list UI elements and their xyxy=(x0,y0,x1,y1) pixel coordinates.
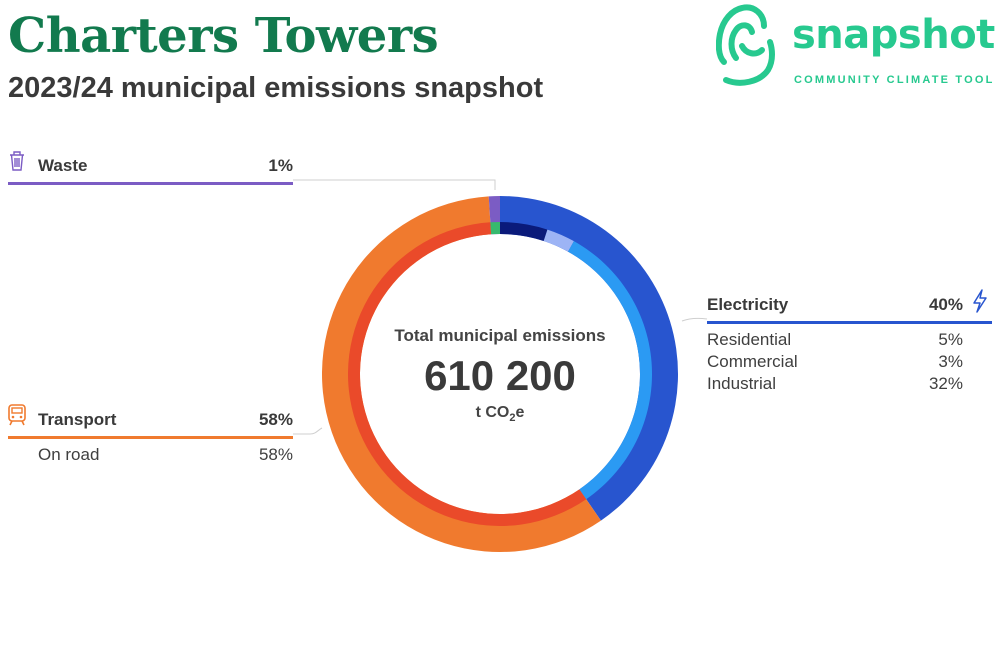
page-title: Charters Towers xyxy=(8,8,439,64)
transport-label: Transport xyxy=(38,410,117,429)
logo-tagline: COMMUNITY CLIMATE TOOL xyxy=(794,74,995,86)
waste-category: Waste 1% xyxy=(8,156,293,185)
donut-segment-residential xyxy=(500,222,548,241)
electricity-category: Electricity 40% Residential 5% Commercial… xyxy=(707,295,992,396)
donut-segment-waste xyxy=(490,222,500,235)
total-emissions-value: 610 200 xyxy=(424,352,576,399)
list-item: Residential 5% xyxy=(707,330,963,349)
waste-percent: 1% xyxy=(268,156,293,175)
total-emissions-unit: t CO2e xyxy=(475,404,525,425)
train-icon xyxy=(8,404,26,426)
list-item: On road 58% xyxy=(38,445,293,464)
electricity-connector xyxy=(681,317,708,322)
trash-icon xyxy=(10,151,24,171)
electricity-percent: 40% xyxy=(928,295,963,314)
list-item: Commercial 3% xyxy=(707,352,963,371)
snapshot-logo: snapshot COMMUNITY CLIMATE TOOL xyxy=(712,0,1000,92)
electricity-label: Electricity xyxy=(707,295,789,314)
transport-percent: 58% xyxy=(258,410,293,429)
snapshot-logo-mark xyxy=(716,4,775,86)
transport-category: Transport 58% On road 58% xyxy=(8,410,293,467)
waste-label: Waste xyxy=(38,156,88,175)
waste-connector xyxy=(293,179,496,190)
transport-connector xyxy=(293,427,323,435)
transport-underline xyxy=(8,436,293,439)
waste-underline xyxy=(8,182,293,185)
logo-wordmark: snapshot xyxy=(792,12,995,58)
lightning-icon xyxy=(973,289,987,313)
electricity-underline xyxy=(707,321,992,324)
donut-segment-industrial xyxy=(568,241,652,500)
donut-segment-commercial xyxy=(543,229,574,252)
list-item: Industrial 32% xyxy=(707,374,963,393)
page-subtitle: 2023/24 municipal emissions snapshot xyxy=(8,72,544,104)
total-emissions-label: Total municipal emissions xyxy=(394,326,606,345)
